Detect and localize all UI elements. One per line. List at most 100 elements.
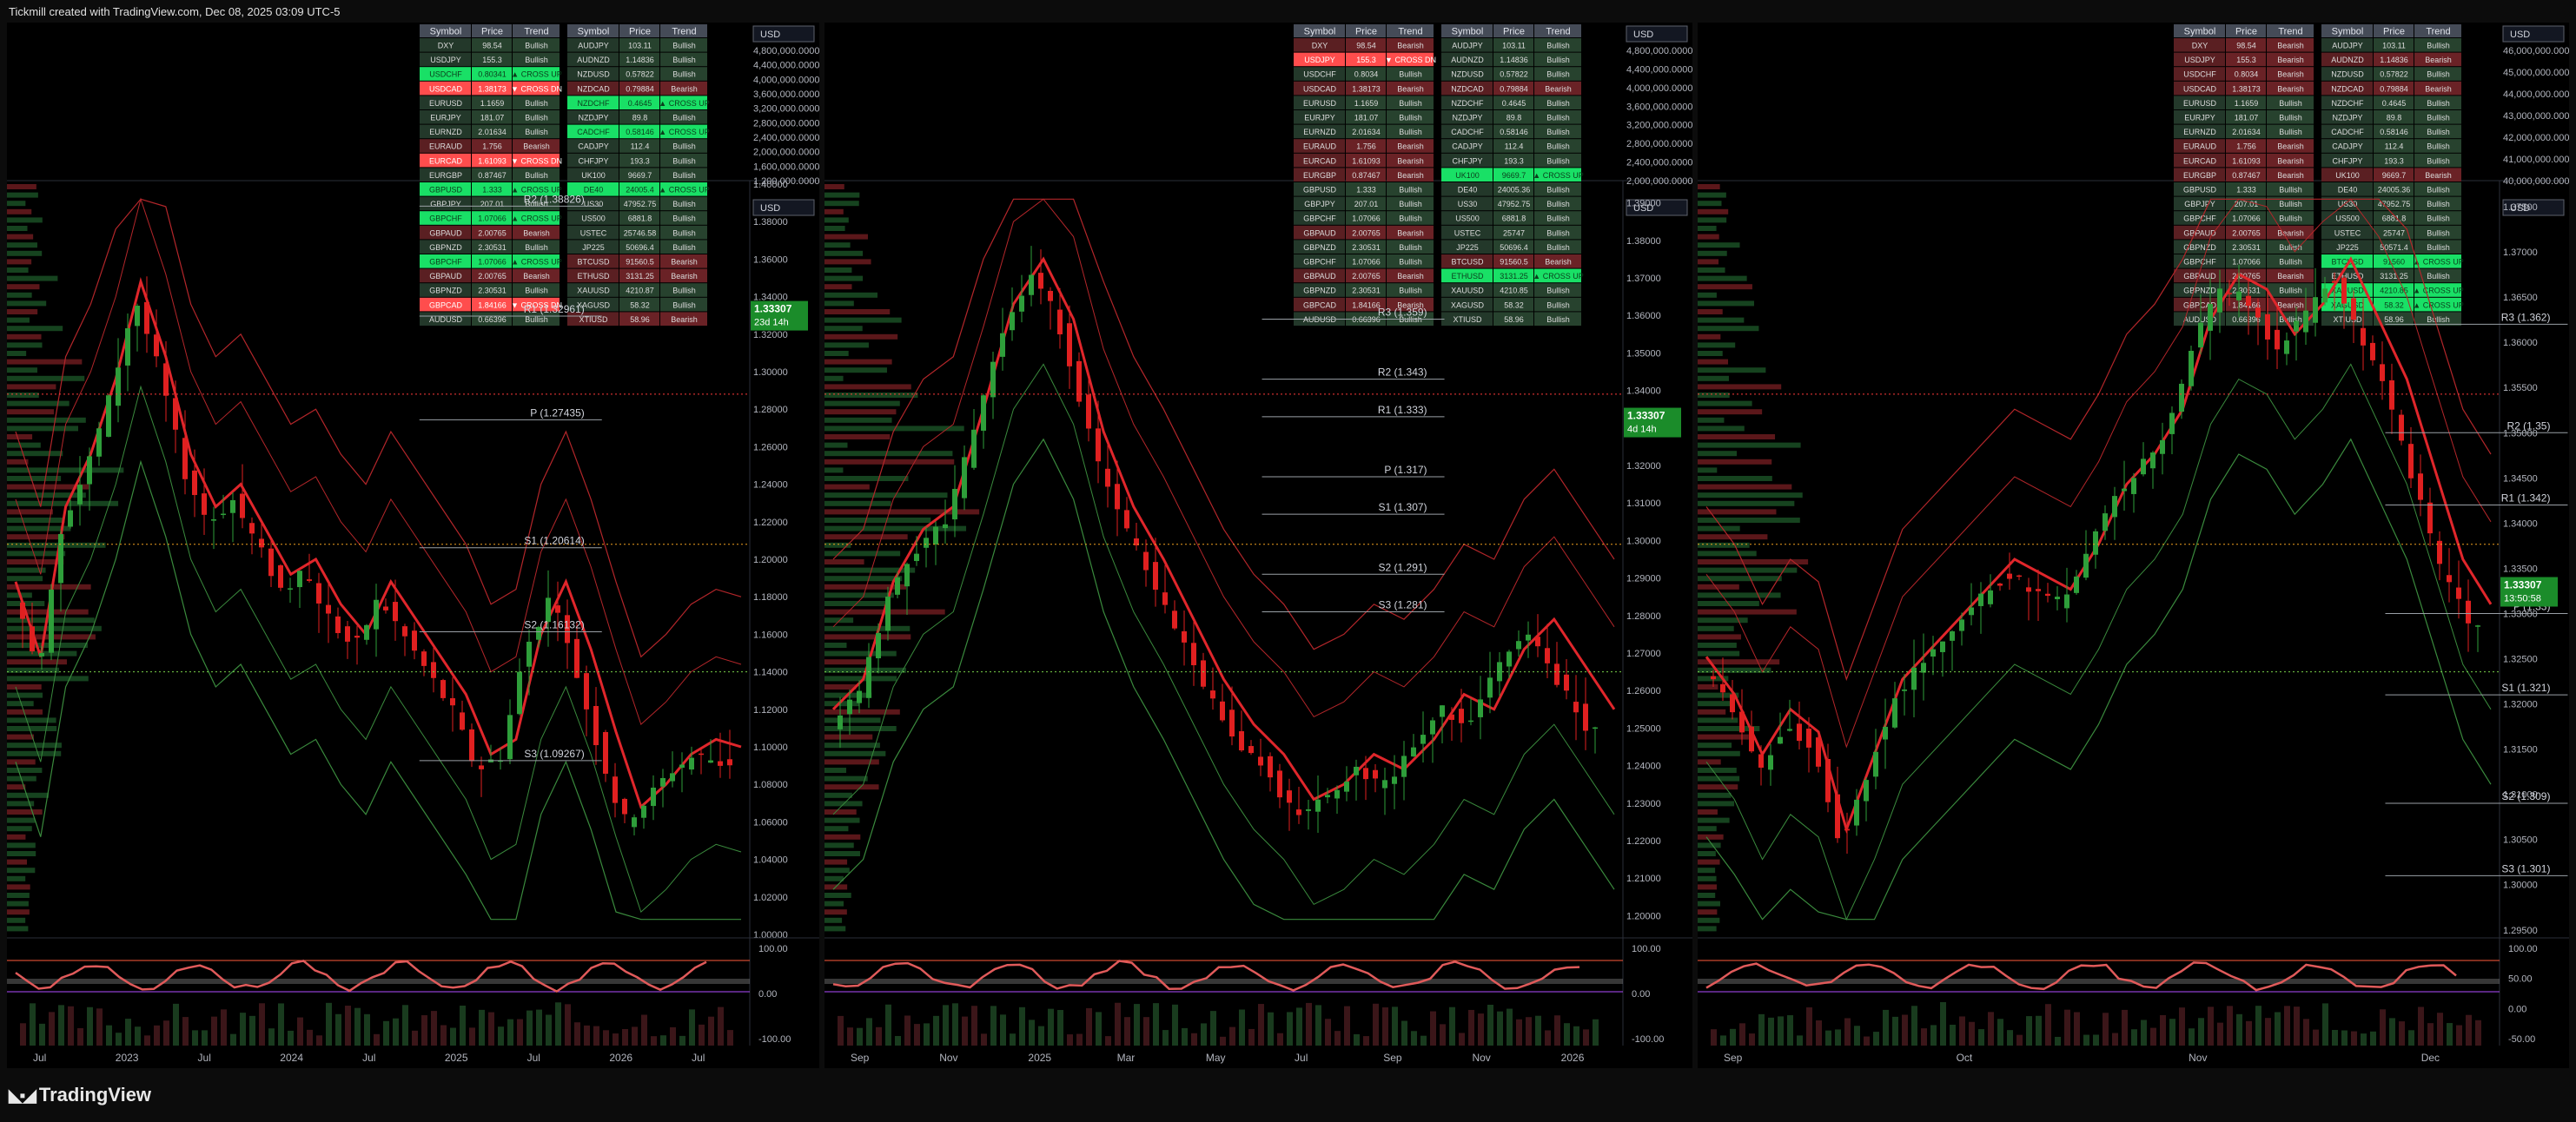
volume-profile-bar [7, 492, 86, 498]
table-trend: Bullish [1399, 243, 1422, 252]
currency-box[interactable]: USD [752, 199, 815, 216]
table-price: 2.01634 [2232, 128, 2261, 136]
table-column-header: Price [481, 27, 503, 37]
oscillator-histogram-bar [727, 1030, 733, 1046]
volume-profile-bar [824, 342, 869, 348]
table-cell [1534, 312, 1581, 326]
oscillator-histogram-bar [288, 1030, 294, 1046]
table-cell [2226, 67, 2266, 81]
currency-box[interactable]: USD [752, 25, 815, 43]
oscillator-histogram-bar [2475, 1020, 2481, 1046]
table-row: EURCAD 1.61093 Bearish [2174, 153, 2314, 168]
table-row: AUDJPY 103.11 Bullish [2321, 38, 2461, 52]
volume-profile-bar [1698, 759, 1721, 765]
table-symbol: CHFJPY [1452, 156, 1482, 165]
table-symbol: XAUUSD [577, 287, 610, 295]
volume-profile-bar [824, 284, 852, 290]
candle [1143, 539, 1149, 587]
table-trend: ▲ CROSS UP [659, 186, 709, 195]
table-cell [1441, 182, 1493, 196]
candle [1287, 778, 1292, 831]
table-trend: Bearish [2277, 56, 2304, 64]
table-row: CADJPY 112.4 Bullish [567, 139, 707, 153]
table-cell [660, 196, 707, 211]
oscillator-histogram-bar [1797, 1035, 1803, 1046]
candle [2074, 570, 2079, 595]
table-cell [2374, 283, 2414, 297]
volume-profile-bar [1698, 525, 1740, 531]
oscillator-histogram-bar [641, 1014, 647, 1046]
table-cell [2321, 225, 2373, 240]
table-cell [472, 96, 512, 109]
oscillator-histogram-bar [345, 1006, 351, 1046]
candle [2361, 298, 2366, 371]
currency-box[interactable]: USD [2502, 199, 2565, 216]
chart-panel-right[interactable]: USD USD 46,000,000.0000 45,000,000.0000 44,0… [1698, 23, 2569, 1068]
volume-profile-bar [1698, 643, 1737, 648]
volume-profile-bar [824, 375, 844, 381]
candle-body [221, 513, 226, 516]
volume-profile-bar [1698, 417, 1725, 423]
currency-box[interactable]: USD [1626, 25, 1688, 43]
table-price: 0.58146 [2380, 128, 2408, 136]
currency-box[interactable]: USD [2502, 25, 2565, 43]
table-cell [619, 312, 659, 326]
volume-profile-bar [1698, 201, 1722, 207]
table-cell [1294, 283, 1345, 297]
footer-brand[interactable]: ◣▪◢ TradingView [9, 1084, 151, 1106]
volume-profile-bar [824, 518, 931, 523]
x-axis-label: Jul [362, 1052, 375, 1064]
table-cell [1534, 211, 1581, 225]
table-cell [2414, 124, 2461, 139]
candle-body [2399, 414, 2404, 441]
candle [182, 410, 188, 495]
chart-panel-left[interactable]: USD USD 4,800,000.0000 4,400,000.0000 4,000,… [7, 23, 819, 1068]
candle [718, 732, 723, 778]
y-axis-tick-label: 1.24000 [1626, 762, 1661, 772]
chart-svg[interactable]: USDUSD4,800,000.00004,400,000.00004,000,… [824, 23, 1692, 1068]
volume-profile-bar [824, 525, 967, 531]
candle [1354, 759, 1359, 801]
table-row: GBPCHF 1.07066 Bullish [2174, 211, 2314, 225]
table-price: 0.87467 [1352, 171, 1381, 180]
currency-box[interactable]: USD [1626, 199, 1688, 216]
oscillator-histogram-bar [895, 1035, 901, 1046]
table-symbol: GBPNZD [2183, 287, 2216, 295]
table-column-header: Symbol [1452, 27, 1484, 37]
table-symbol: NZDJPY [1452, 114, 1482, 122]
table-trend: Bearish [2277, 84, 2304, 93]
chart-svg[interactable]: USDUSD4,800,000.00004,400,000.00004,000,… [7, 23, 819, 1068]
candle [517, 658, 522, 716]
chart-panel-middle[interactable]: USD USD 4,800,000.0000 4,400,000.0000 4,000,… [824, 23, 1692, 1068]
table-price: 9669.7 [628, 171, 652, 180]
table-row: USDJPY 155.3 Bearish [2174, 52, 2314, 67]
table-cell [2321, 182, 2373, 196]
candle-body [116, 367, 121, 406]
volume-profile-bar [824, 551, 901, 557]
table-price: 58.32 [2384, 300, 2404, 309]
oscillator-histogram-bar [2246, 1020, 2252, 1046]
oscillator-histogram-bar [221, 1009, 227, 1046]
candle [2303, 287, 2308, 345]
table-cell [2374, 254, 2414, 268]
table-price: 2.00765 [1352, 272, 1381, 280]
volume-profile-bar [7, 417, 86, 423]
table-cell [1493, 182, 1533, 196]
table-row: EURJPY 181.07 Bullish [1294, 110, 1434, 124]
candle [2408, 426, 2414, 489]
table-trend: Bullish [2279, 99, 2302, 108]
candle-body [2246, 295, 2251, 307]
volume-profile-bar [1698, 717, 1738, 723]
candle [1950, 630, 1955, 671]
last-price-label: 1.33307 [2504, 579, 2542, 591]
table-symbol: BTCUSD [1451, 258, 1484, 267]
chart-svg[interactable]: USDUSD46,000,000.000045,000,000.000044,0… [1698, 23, 2569, 1068]
table-trend: Bullish [1399, 200, 1422, 208]
table-trend: Bullish [672, 142, 696, 151]
table-cell [619, 81, 659, 96]
candle [374, 584, 379, 657]
bar-countdown-label: 4d 14h [1627, 425, 1657, 435]
table-cell [1346, 168, 1386, 182]
candle-body [971, 429, 977, 468]
